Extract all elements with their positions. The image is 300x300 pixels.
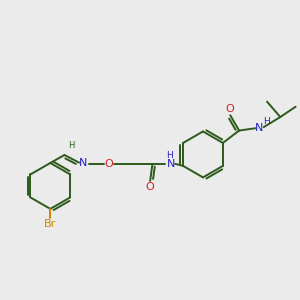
- Text: O: O: [104, 159, 113, 169]
- Text: O: O: [225, 104, 234, 114]
- Text: H: H: [167, 151, 173, 160]
- Text: Br: Br: [44, 219, 56, 229]
- Text: N: N: [255, 123, 263, 133]
- Text: N: N: [167, 159, 175, 169]
- Text: H: H: [68, 141, 74, 150]
- Text: H: H: [263, 117, 270, 126]
- Text: O: O: [146, 182, 154, 192]
- Text: N: N: [79, 158, 88, 168]
